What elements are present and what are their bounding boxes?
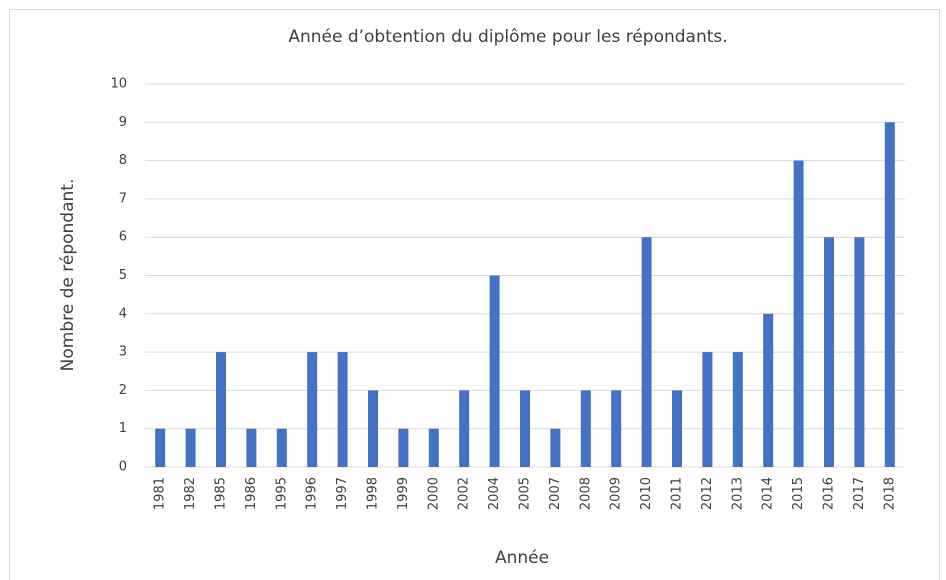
x-tick-label: 2016 bbox=[822, 477, 837, 510]
bar bbox=[185, 428, 196, 467]
y-tick-label: 0 bbox=[119, 460, 127, 475]
bar bbox=[763, 313, 774, 467]
bar bbox=[824, 237, 834, 467]
x-tick-label: 2010 bbox=[639, 477, 654, 510]
y-tick-label: 4 bbox=[119, 306, 127, 321]
bar bbox=[428, 428, 439, 467]
bar bbox=[520, 390, 530, 467]
x-tick-label: 2008 bbox=[578, 477, 593, 510]
x-tick-label: 2009 bbox=[609, 477, 624, 510]
x-tick-label: 1981 bbox=[153, 477, 168, 510]
y-tick-label: 2 bbox=[119, 383, 127, 398]
chart-title: Année d’obtention du diplôme pour les ré… bbox=[288, 27, 727, 47]
bar bbox=[368, 390, 378, 467]
bar bbox=[550, 428, 561, 467]
x-tick-label: 1986 bbox=[244, 477, 259, 510]
bar bbox=[732, 352, 743, 467]
y-tick-label: 6 bbox=[119, 230, 127, 245]
y-tick-label: 10 bbox=[110, 77, 127, 92]
bar bbox=[672, 390, 682, 467]
x-tick-label: 1995 bbox=[274, 477, 289, 510]
bar bbox=[884, 122, 895, 468]
y-axis-label: Nombre de répondant. bbox=[58, 179, 78, 372]
x-tick-label: 2013 bbox=[730, 477, 745, 510]
y-tick-label: 8 bbox=[119, 153, 127, 168]
x-tick-label: 2002 bbox=[457, 477, 472, 510]
bar bbox=[854, 237, 865, 467]
x-tick-label: 2018 bbox=[882, 477, 897, 510]
bar bbox=[641, 237, 652, 467]
bar bbox=[216, 352, 226, 467]
x-tick-label: 2015 bbox=[791, 477, 806, 510]
y-tick-label: 3 bbox=[119, 345, 127, 360]
bar bbox=[307, 352, 318, 467]
x-tick-label: 1982 bbox=[183, 477, 198, 510]
x-tick-label: 1999 bbox=[396, 477, 411, 510]
bar bbox=[611, 390, 622, 467]
x-tick-label: 1985 bbox=[214, 477, 229, 510]
y-tick-label: 9 bbox=[119, 115, 127, 130]
bar bbox=[459, 390, 470, 467]
x-tick-label: 2007 bbox=[548, 477, 563, 510]
x-tick-label: 2005 bbox=[518, 477, 533, 510]
x-tick-label: 2012 bbox=[700, 477, 715, 510]
y-tick-label: 1 bbox=[119, 421, 127, 436]
bar bbox=[276, 428, 287, 467]
bar bbox=[793, 160, 804, 467]
x-tick-label: 2011 bbox=[670, 477, 685, 510]
x-axis-label: Année bbox=[495, 548, 549, 568]
x-tick-label: 2017 bbox=[852, 477, 867, 510]
bar bbox=[489, 275, 500, 467]
x-tick-label: 2014 bbox=[761, 477, 776, 510]
y-tick-label: 5 bbox=[119, 268, 127, 283]
bar bbox=[155, 428, 166, 467]
x-tick-label: 1996 bbox=[305, 477, 320, 510]
x-tick-label: 1998 bbox=[366, 477, 381, 510]
bar bbox=[702, 352, 713, 467]
x-tick-label: 2004 bbox=[487, 477, 502, 510]
bar bbox=[246, 428, 257, 467]
bar bbox=[398, 428, 409, 467]
y-tick-label: 7 bbox=[119, 191, 127, 206]
chart-frame bbox=[9, 9, 940, 580]
bar bbox=[580, 390, 591, 467]
x-tick-label: 1997 bbox=[335, 477, 350, 510]
x-tick-label: 2000 bbox=[426, 477, 441, 510]
bar bbox=[337, 352, 348, 467]
